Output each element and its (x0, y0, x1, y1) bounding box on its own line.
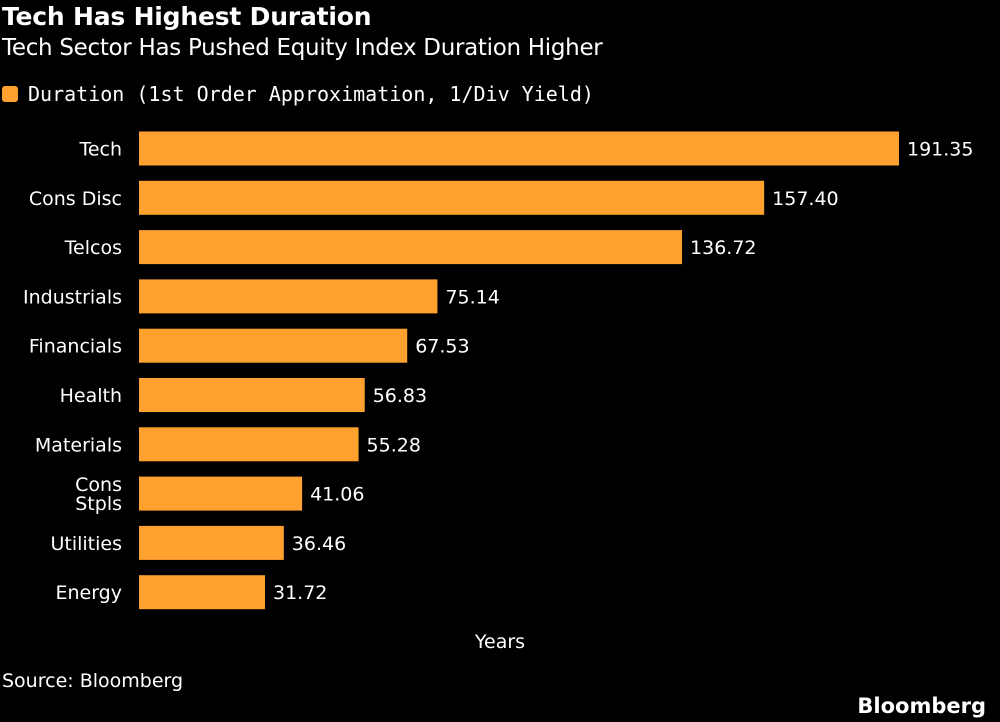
bar-materials (139, 427, 359, 462)
value-label-cons-disc: 157.40 (772, 188, 838, 210)
legend-swatch (2, 86, 18, 102)
value-label-tech: 191.35 (907, 139, 973, 161)
legend-label: Duration (1st Order Approximation, 1/Div… (28, 82, 594, 106)
category-label-materials: Materials (35, 434, 122, 456)
bar-financials (139, 328, 408, 363)
category-label-health: Health (60, 385, 122, 407)
category-label-financials: Financials (29, 336, 122, 358)
category-label-telcos: Telcos (64, 237, 122, 259)
bar-industrials (139, 279, 438, 314)
bloomberg-logo: Bloomberg (857, 694, 986, 718)
bar-telcos (139, 230, 683, 265)
category-label-tech: Tech (78, 139, 122, 161)
category-label-cons-disc: Cons Disc (29, 188, 122, 210)
x-axis-label: Years (474, 631, 525, 653)
value-label-financials: 67.53 (415, 336, 469, 358)
value-label-cons-stpls: 41.06 (310, 484, 364, 506)
category-label-cons-stpls: Cons Stpls (75, 474, 122, 515)
bar-health (139, 378, 365, 412)
bar-utilities (139, 525, 284, 560)
value-label-industrials: 75.14 (445, 286, 499, 308)
bar-energy (139, 575, 265, 610)
category-label-industrials: Industrials (23, 286, 122, 308)
value-label-energy: 31.72 (273, 582, 327, 604)
bar-cons-stpls (139, 476, 303, 511)
bar-cons-disc (139, 180, 765, 215)
source-note: Source: Bloomberg (2, 670, 184, 692)
value-label-materials: 55.28 (367, 434, 421, 456)
value-label-utilities: 36.46 (292, 533, 346, 555)
legend: Duration (1st Order Approximation, 1/Div… (2, 82, 594, 106)
category-label-energy: Energy (55, 582, 122, 604)
value-label-health: 56.83 (373, 385, 427, 407)
chart-title: Tech Has Highest Duration (2, 2, 372, 31)
chart-subtitle: Tech Sector Has Pushed Equity Index Dura… (2, 35, 603, 61)
bar-tech (139, 131, 899, 166)
value-label-telcos: 136.72 (690, 237, 756, 259)
category-label-utilities: Utilities (50, 533, 122, 555)
